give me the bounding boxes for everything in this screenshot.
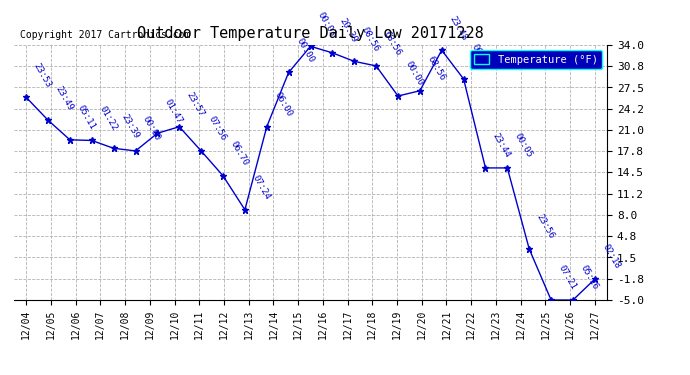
Text: 06:70: 06:70 <box>228 140 250 167</box>
Text: 00:03: 00:03 <box>316 10 337 38</box>
Text: Copyright 2017 Cartronics.com: Copyright 2017 Cartronics.com <box>20 30 190 40</box>
Text: 00:00: 00:00 <box>294 36 315 64</box>
Text: 23:57: 23:57 <box>185 91 206 118</box>
Text: 00:05: 00:05 <box>513 132 534 160</box>
Text: 68:56: 68:56 <box>426 55 446 82</box>
Text: 23:39: 23:39 <box>119 112 141 140</box>
Text: 05:16: 05:16 <box>578 264 600 292</box>
Text: 23:53: 23:53 <box>32 61 53 89</box>
Text: 07:56: 07:56 <box>207 115 228 142</box>
Text: 07:24: 07:24 <box>250 174 272 201</box>
Text: 00:00: 00:00 <box>141 115 162 142</box>
Legend: Temperature (°F): Temperature (°F) <box>470 50 602 69</box>
Title: Outdoor Temperature Daily Low 20171228: Outdoor Temperature Daily Low 20171228 <box>137 26 484 41</box>
Text: 23:44: 23:44 <box>491 132 512 160</box>
Text: 08:56: 08:56 <box>359 25 381 53</box>
Text: 23:49: 23:49 <box>54 84 75 112</box>
Text: 23:48: 23:48 <box>447 14 469 42</box>
Text: 68:56: 68:56 <box>382 30 403 58</box>
Text: 23:56: 23:56 <box>535 213 556 241</box>
Text: 00:00: 00:00 <box>404 60 425 88</box>
Text: 07:21: 07:21 <box>557 264 578 292</box>
Text: 05:11: 05:11 <box>75 104 97 132</box>
Text: 01:47: 01:47 <box>163 97 184 125</box>
Text: 01:22: 01:22 <box>97 104 119 132</box>
Text: 00:05: 00:05 <box>469 43 491 70</box>
Text: 20:39: 20:39 <box>338 17 359 45</box>
Text: 06:00: 06:00 <box>273 91 293 118</box>
Text: 02:18: 02:18 <box>600 243 622 271</box>
